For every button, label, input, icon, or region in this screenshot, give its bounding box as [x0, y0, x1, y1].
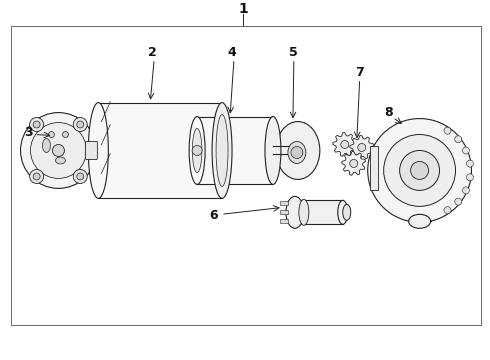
Circle shape [49, 131, 54, 138]
Polygon shape [350, 135, 373, 159]
Circle shape [52, 144, 64, 157]
Circle shape [291, 147, 303, 158]
Circle shape [74, 170, 87, 184]
Text: 1: 1 [238, 2, 248, 16]
Bar [98, 103, 222, 198]
Ellipse shape [299, 199, 309, 225]
Circle shape [455, 198, 462, 205]
Circle shape [30, 117, 44, 131]
Ellipse shape [343, 204, 351, 220]
Circle shape [33, 173, 40, 180]
Circle shape [74, 117, 87, 131]
Circle shape [466, 160, 473, 167]
Bar [197, 117, 273, 184]
Ellipse shape [298, 201, 308, 224]
Circle shape [384, 135, 456, 206]
Text: 6: 6 [209, 209, 218, 222]
Bar [280, 219, 288, 223]
Polygon shape [342, 152, 366, 175]
Ellipse shape [288, 141, 306, 163]
FancyBboxPatch shape [85, 141, 98, 159]
Circle shape [30, 122, 86, 179]
Ellipse shape [265, 117, 281, 184]
Polygon shape [333, 132, 357, 156]
Text: 7: 7 [355, 66, 364, 79]
Ellipse shape [338, 201, 348, 224]
Text: 5: 5 [289, 46, 297, 59]
Circle shape [192, 145, 202, 156]
Text: 2: 2 [148, 46, 157, 59]
Ellipse shape [43, 139, 50, 153]
Circle shape [463, 187, 469, 194]
Ellipse shape [276, 122, 320, 179]
Ellipse shape [216, 114, 228, 186]
Bar [11, 26, 482, 325]
Circle shape [455, 136, 462, 143]
Circle shape [77, 173, 84, 180]
Ellipse shape [192, 129, 202, 172]
Circle shape [463, 147, 469, 154]
Text: 8: 8 [384, 106, 393, 119]
Circle shape [33, 121, 40, 128]
Ellipse shape [88, 103, 108, 198]
Circle shape [368, 118, 471, 222]
Ellipse shape [212, 103, 232, 198]
Circle shape [411, 162, 429, 179]
Circle shape [444, 207, 451, 214]
Circle shape [350, 159, 358, 167]
Ellipse shape [55, 157, 66, 164]
Bar [280, 210, 288, 214]
Circle shape [341, 140, 349, 148]
Ellipse shape [409, 214, 431, 228]
Text: 3: 3 [24, 126, 33, 139]
Text: 4: 4 [228, 46, 236, 59]
Bar [370, 145, 378, 190]
Ellipse shape [189, 117, 205, 184]
Circle shape [30, 170, 44, 184]
Circle shape [62, 131, 69, 138]
Circle shape [358, 144, 366, 152]
Ellipse shape [286, 197, 304, 228]
Circle shape [77, 121, 84, 128]
Circle shape [466, 174, 473, 181]
Circle shape [400, 150, 440, 190]
Bar [280, 201, 288, 205]
Circle shape [444, 127, 451, 134]
Circle shape [21, 113, 97, 188]
